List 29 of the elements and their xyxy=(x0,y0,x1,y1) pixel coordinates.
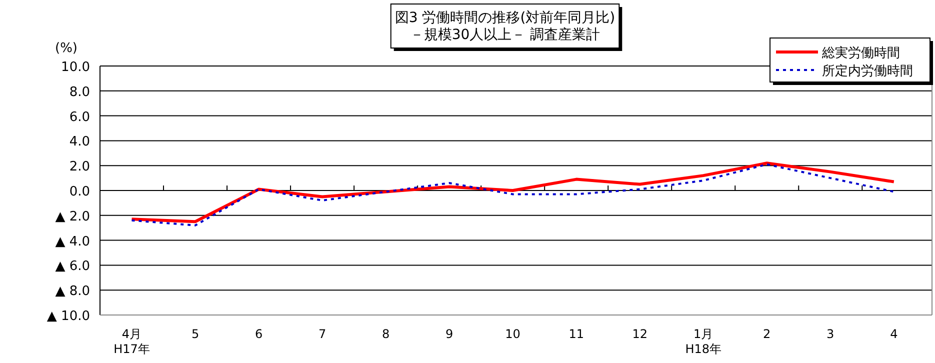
y-tick-label: ▲ 10.0 xyxy=(46,309,90,324)
y-tick-label: ▲ 6.0 xyxy=(55,259,90,274)
y-tick-label: 6.0 xyxy=(69,110,90,125)
x-tick-label: 4 xyxy=(890,327,898,341)
x-tick-label: 6 xyxy=(254,327,263,341)
legend-label: 総実労働時間 xyxy=(821,45,900,61)
y-tick-label: ▲ 8.0 xyxy=(55,284,90,300)
x-tick-label: 10 xyxy=(505,327,520,341)
legend-label: 所定内労働時間 xyxy=(822,64,913,79)
chart-subtitle: －規模30人以上－ 調査産業計 xyxy=(410,27,600,43)
x-tick-label: 11 xyxy=(568,327,584,341)
x-tick-label: 1月 H18年 xyxy=(685,327,722,356)
y-tick-label: 2.0 xyxy=(69,160,90,175)
x-tick-label: 12 xyxy=(632,327,648,341)
y-tick-label: ▲ 4.0 xyxy=(55,234,90,250)
x-tick-label: 4月 H17年 xyxy=(114,327,150,356)
y-tick-label: 10.0 xyxy=(61,60,90,75)
x-tick-label: 5 xyxy=(191,327,200,341)
y-tick-label: 0.0 xyxy=(69,184,90,200)
x-tick-label: 7 xyxy=(318,327,326,341)
y-axis-title: (%) xyxy=(55,41,78,56)
y-tick-label: 8.0 xyxy=(69,84,90,100)
x-tick-label: 2 xyxy=(763,327,771,341)
chart-title: 図3 労働時間の推移(対前年同月比) xyxy=(394,10,616,26)
x-tick-label: 8 xyxy=(382,327,390,341)
x-tick-label: 9 xyxy=(445,327,454,341)
y-tick-label: ▲ 2.0 xyxy=(55,209,90,224)
x-tick-label: 3 xyxy=(826,327,834,341)
y-tick-label: 4.0 xyxy=(69,134,90,150)
